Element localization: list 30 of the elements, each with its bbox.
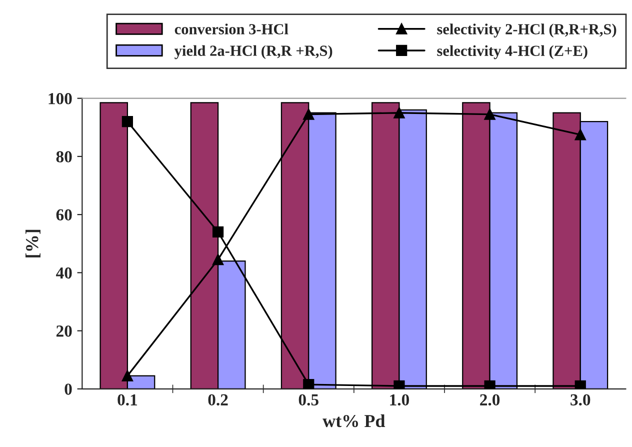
x-axis-title: wt% Pd: [322, 414, 386, 428]
y-tick-label: 80: [56, 151, 72, 162]
legend-label: yield 2a-HCl (R,R +R,S): [174, 45, 332, 60]
point: [122, 116, 134, 128]
point: [212, 226, 224, 238]
point: [212, 254, 224, 266]
point: [303, 378, 314, 389]
x-tick-label: 3.0: [570, 394, 590, 406]
y-tick-label: 0: [64, 384, 72, 395]
point: [574, 129, 586, 140]
point: [484, 108, 496, 120]
point: [394, 107, 405, 118]
point: [303, 108, 314, 120]
y-tick-label: 100: [48, 93, 72, 104]
point: [574, 380, 586, 389]
x-tick-label: 1.0: [390, 394, 409, 406]
x-tick-label: 0.1: [118, 394, 138, 406]
point: [394, 380, 405, 389]
y-tick-label: 60: [56, 209, 72, 221]
point: [484, 380, 496, 389]
legend-label: selectivity 2-HCl (R,R+R,S): [437, 24, 616, 38]
x-tick-label: 0.5: [298, 394, 318, 406]
y-tick-label: 20: [56, 325, 72, 337]
x-tick-label: 0.2: [208, 394, 228, 406]
y-axis-title: [%]: [26, 230, 40, 258]
y-tick-label: 40: [56, 267, 72, 279]
legend-label: selectivity 4-HCl (Z+E): [437, 45, 588, 60]
x-tick-label: 2.0: [480, 394, 500, 406]
point: [122, 370, 134, 382]
legend-label: conversion 3-HCl: [174, 24, 288, 34]
